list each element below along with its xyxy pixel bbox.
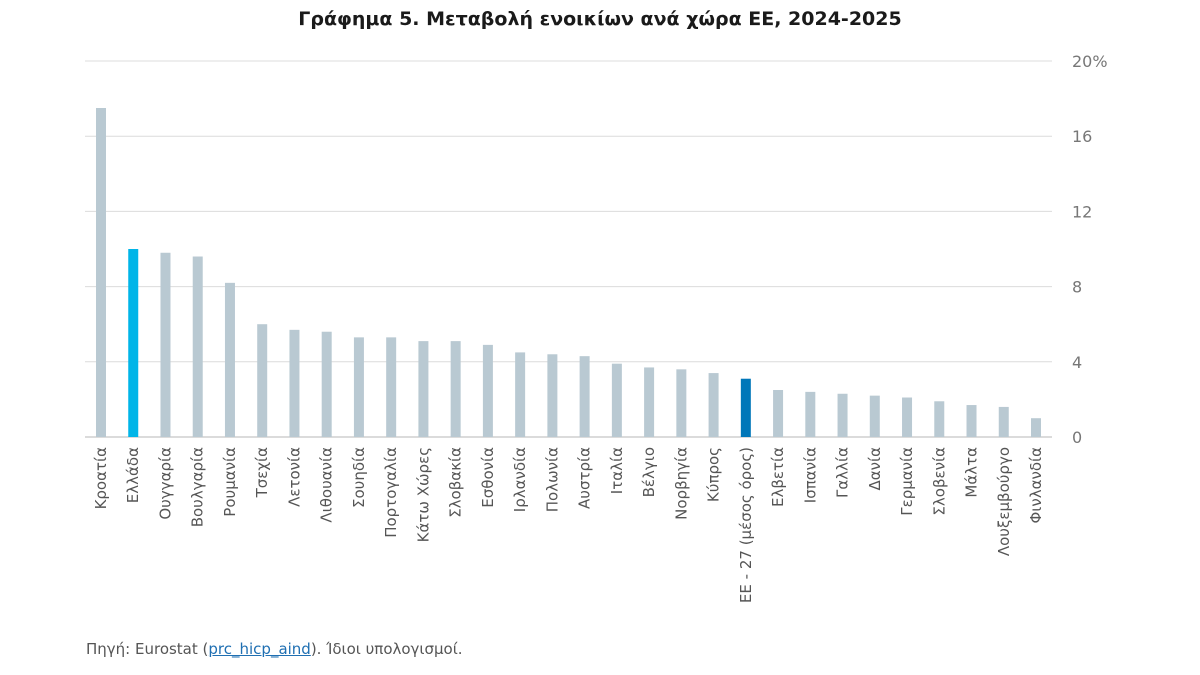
bar [386, 337, 397, 437]
y-tick-label: 4 [1072, 353, 1082, 372]
bar [579, 356, 590, 437]
bar [224, 282, 235, 437]
bar [353, 337, 364, 437]
x-tick-label: Εσθονία [479, 447, 497, 508]
y-tick-label: 8 [1072, 278, 1082, 297]
bar [321, 331, 332, 437]
x-tick-label: Ισπανία [801, 447, 819, 503]
bar [805, 391, 816, 437]
source-prefix: Πηγή: Eurostat ( [86, 640, 209, 658]
bar [708, 373, 719, 437]
x-tick-label: Μάλτα [963, 447, 981, 498]
x-tick-label: Φινλανδία [1027, 447, 1045, 524]
bar-chart: 0 4 8 12 16 20% Κροατία Ελλάδα Ουγγαρία Βουλγαρία… [85, 52, 1108, 603]
x-tick-label: Γαλλία [834, 447, 852, 498]
x-tick-label: Κάτω Χώρες [414, 447, 432, 542]
x-tick-label: Λιθουανία [318, 447, 336, 523]
bar [644, 367, 655, 437]
x-tick-label: Τσεχία [253, 447, 271, 499]
x-tick-label: Βέλγιο [640, 447, 658, 497]
x-tick-label: Ιταλία [608, 447, 626, 494]
x-tick-label: Πορτογαλία [382, 447, 400, 538]
bar [257, 324, 268, 437]
x-tick-label: Ιρλανδία [511, 447, 529, 512]
y-tick-label: 12 [1072, 202, 1092, 221]
y-tick-label: 16 [1072, 127, 1092, 146]
bar [837, 393, 848, 437]
bar [96, 108, 106, 437]
bar [192, 256, 203, 437]
bar [966, 405, 977, 437]
bar [998, 406, 1009, 437]
bar [482, 344, 493, 437]
y-tick-label: 20% [1072, 52, 1108, 71]
x-tick-label: Ελβετία [769, 447, 787, 507]
x-tick-label: ΕΕ - 27 (μέσος όρος) [737, 447, 755, 603]
x-tick-label: Λουξεμβούργο [995, 447, 1013, 556]
bar [160, 252, 171, 437]
x-tick-label: Αυστρία [576, 447, 594, 509]
bar [934, 401, 945, 437]
source-suffix: ). Ίδιοι υπολογισμοί. [310, 640, 463, 658]
bar [450, 341, 461, 437]
bar [289, 329, 300, 437]
bar [547, 354, 558, 437]
bar [128, 249, 139, 437]
x-tick-label: Σλοβακία [447, 447, 465, 518]
bar [418, 341, 429, 437]
bar [869, 395, 880, 437]
x-tick-label: Κροατία [92, 447, 110, 510]
x-tick-label: Βουλγαρία [189, 447, 207, 527]
y-tick-label: 0 [1072, 428, 1082, 447]
x-tick-label: Δανία [866, 447, 884, 491]
x-tick-label: Λετονία [285, 447, 303, 507]
bar [515, 352, 526, 437]
bar [902, 397, 913, 437]
x-tick-label: Ουγγαρία [156, 447, 174, 520]
x-tick-label: Πολωνία [543, 447, 561, 512]
bar [740, 378, 751, 437]
x-tick-label: Νορβηγία [672, 447, 690, 520]
bar [1031, 418, 1041, 437]
x-tick-label: Σουηδία [350, 447, 368, 508]
x-tick-label: Σλοβενία [930, 447, 948, 516]
x-tick-label: Ελλάδα [124, 447, 142, 503]
x-tick-label: Κύπρος [705, 447, 723, 502]
x-tick-label: Ρουμανία [221, 447, 239, 517]
bar [611, 363, 622, 437]
source-link[interactable]: prc_hicp_aind [208, 640, 311, 658]
bar [773, 390, 784, 437]
chart-title: Γράφημα 5. Μεταβολή ενοικίων ανά χώρα ΕΕ… [298, 8, 902, 30]
bar [676, 369, 687, 437]
x-tick-label: Γερμανία [898, 447, 916, 516]
source-note: Πηγή: Eurostat (prc_hicp_aind). Ίδιοι υπ… [86, 640, 463, 658]
